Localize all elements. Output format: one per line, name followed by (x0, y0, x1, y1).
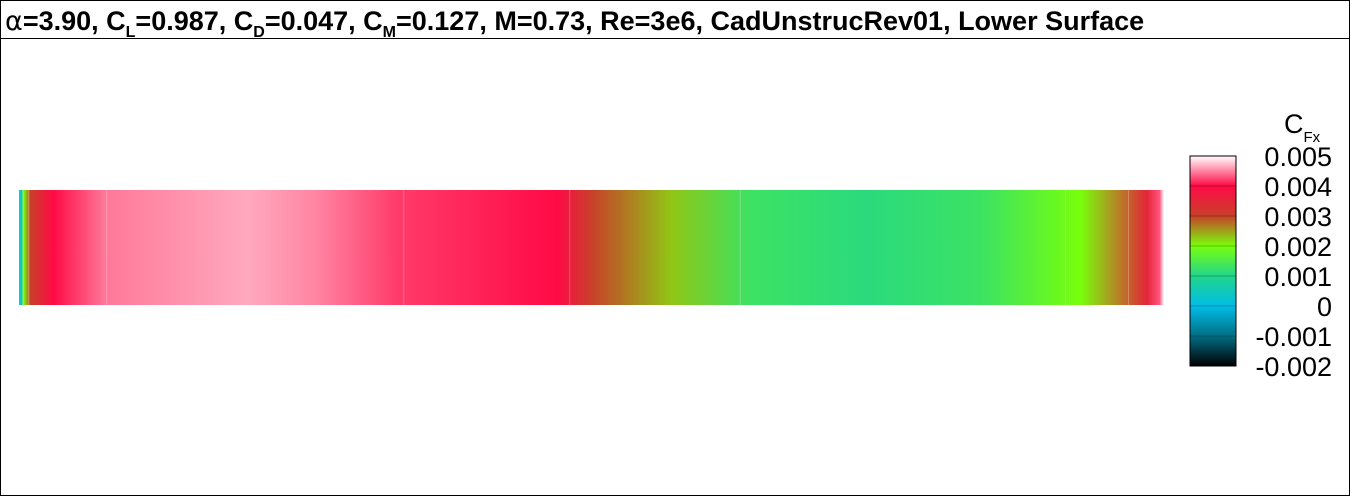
colorbar-title-subscript: Fx (1304, 129, 1321, 146)
plot-title: α=3.90, CL=0.987, CD=0.047, CM=0.127, M=… (5, 5, 1145, 41)
colorbar-title: CFx (1284, 109, 1321, 146)
title-cd-value: =0.047, C (264, 6, 383, 36)
colorbar-tick-label: 0.002 (1264, 232, 1332, 262)
colorbar-tick-label: 0 (1317, 292, 1332, 322)
colorbar-dividers (1190, 185, 1236, 337)
surface-contour-strip (19, 190, 1164, 305)
title-cl-subscript: L (125, 24, 136, 41)
title-cl-value: =0.987, C (135, 6, 254, 36)
colorbar-tick-label: -0.002 (1255, 352, 1332, 382)
title-bar: α=3.90, CL=0.987, CD=0.047, CM=0.127, M=… (1, 1, 1349, 41)
colorbar-fill (1190, 156, 1236, 366)
colorbar-tick-label: 0.005 (1264, 142, 1332, 172)
surface-strip-gridlines (22, 190, 1130, 305)
title-cd-subscript: D (253, 24, 265, 41)
colorbar-tick-label: 0.003 (1264, 202, 1332, 232)
alpha-symbol: α (5, 6, 23, 37)
title-cm-value: =0.127, M=0.73, Re=3e6, CadUnstrucRev01,… (396, 6, 1145, 36)
colorbar-title-main: C (1284, 109, 1304, 139)
colorbar-tick-label: 0.004 (1264, 172, 1332, 202)
colorbar-tick-label: -0.001 (1255, 322, 1332, 352)
colorbar-border (1189, 155, 1237, 367)
surface-strip-fill (19, 190, 1164, 305)
colorbar-tick-label: 0.001 (1264, 262, 1332, 292)
title-cm-subscript: M (382, 24, 396, 41)
title-alpha-value: =3.90, C (22, 6, 126, 36)
